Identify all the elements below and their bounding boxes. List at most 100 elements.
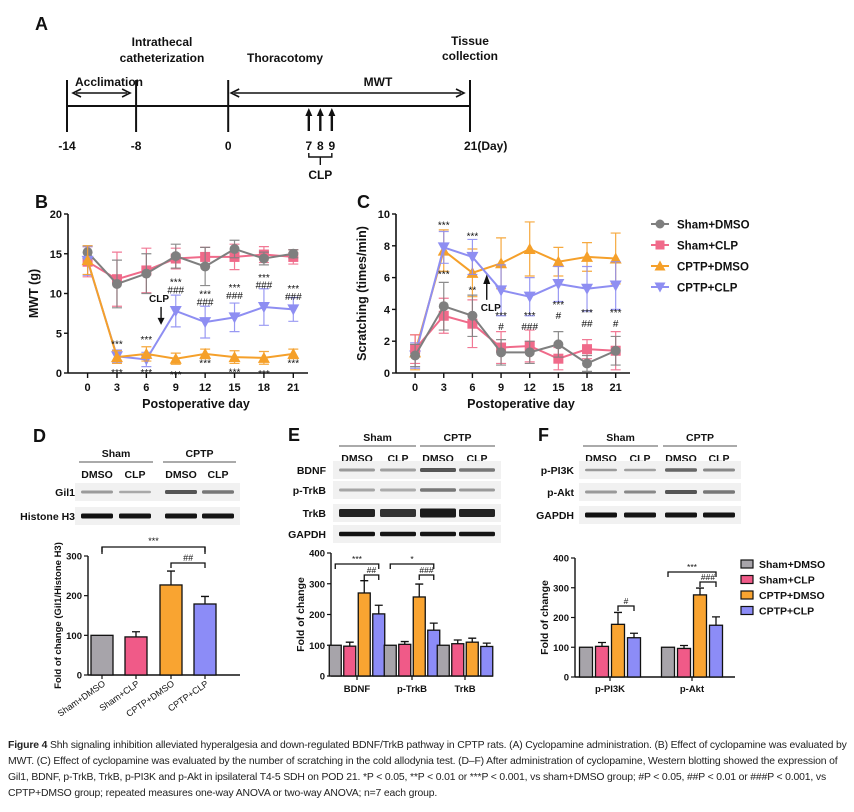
- arrow-right-icon: [455, 88, 466, 98]
- clp-bracket: [308, 153, 333, 165]
- blot-band: [420, 531, 456, 537]
- x-tick-label: 0: [412, 382, 418, 394]
- bar-cptp-dmso: [159, 584, 183, 676]
- data-point-circle: [438, 301, 449, 312]
- bar-cptp-clp: [193, 603, 217, 676]
- bar-p-pi3k-sham-clp: [594, 645, 610, 678]
- blot-band: [165, 490, 197, 494]
- x-axis-title: Postoperative day: [142, 397, 250, 411]
- significance-mark: ***: [610, 308, 622, 319]
- significance-mark: ###: [226, 291, 243, 302]
- series-line: [86, 247, 294, 286]
- arrow-right-icon: [121, 88, 132, 98]
- x-tick-label: 18: [258, 382, 270, 394]
- legend-item: CPTP+CLP: [740, 605, 814, 618]
- x-tick-label: p-PI3K: [595, 684, 625, 695]
- data-point-circle: [496, 347, 507, 358]
- blot-strip: [333, 481, 501, 499]
- data-point-circle: [410, 350, 421, 361]
- blot-band: [339, 509, 375, 517]
- blot-strip: [333, 461, 501, 479]
- significance-mark: #: [498, 322, 504, 333]
- x-tick-label: 21: [610, 382, 622, 394]
- y-tick-label: 300: [553, 583, 569, 594]
- data-point-circle: [288, 248, 299, 259]
- y-tick-label: 200: [309, 610, 325, 621]
- legend-label: Sham+CLP: [759, 575, 815, 587]
- error-bar: [415, 583, 424, 597]
- blot-band: [81, 490, 113, 494]
- blot-band: [420, 488, 456, 492]
- significance-mark: ***: [170, 278, 182, 289]
- error-bar: [630, 632, 638, 638]
- blot-band: [380, 509, 416, 517]
- y-tick-label: 400: [309, 549, 325, 560]
- legend-swatch: [740, 590, 754, 600]
- data-point-triangle-up: [495, 257, 508, 269]
- blot-band: [380, 468, 416, 472]
- blot-band: [420, 468, 456, 472]
- arrow-head-icon: [316, 108, 324, 116]
- panel-label-f: F: [538, 425, 549, 445]
- y-tick-label: 6: [384, 273, 390, 285]
- bar-sham-clp: [124, 636, 148, 676]
- legend-label: CPTP+DMSO: [759, 590, 825, 602]
- data-point-circle: [467, 310, 478, 321]
- significance-mark: ***: [438, 220, 450, 231]
- panel-b-mwt-chart: B 0 5 10 15 20 0 3 6 9 12 15 18 21 Postoperative day MW…: [27, 192, 308, 411]
- significance-bracket: [389, 563, 435, 569]
- x-tick-label: TrkB: [454, 684, 475, 695]
- error-bar: [201, 595, 209, 604]
- data-point-triangle-up: [257, 351, 270, 363]
- error-bar: [712, 616, 720, 626]
- timeline-tick-label: -14: [58, 139, 76, 153]
- bar-trkb-sham-clp: [451, 643, 465, 677]
- legend-label: Sham+DMSO: [677, 220, 750, 232]
- blot-band: [459, 468, 495, 472]
- data-point-circle: [229, 243, 240, 254]
- blot-band: [459, 488, 495, 492]
- series-cptp-dmso: [81, 245, 300, 365]
- error-bar: [614, 611, 622, 625]
- blot-band: [119, 490, 151, 494]
- data-point-triangle-up: [609, 252, 622, 264]
- y-tick-label: 300: [66, 552, 82, 563]
- timeline-tick-label: 9: [328, 139, 335, 153]
- legend-label: CPTP+CLP: [759, 606, 814, 618]
- data-point-triangle-down: [228, 312, 241, 324]
- legend-swatch: [740, 605, 754, 616]
- error-bar: [345, 641, 354, 647]
- series-sham-dmso: [82, 239, 299, 309]
- significance-mark: ###: [701, 572, 715, 582]
- x-tick-label: 6: [143, 382, 149, 394]
- blot-band: [624, 512, 656, 518]
- significance-mark: ***: [524, 311, 536, 322]
- clp-marker-label: CLP: [149, 294, 169, 305]
- significance-bracket: [418, 574, 435, 580]
- significance-mark: ***: [287, 284, 299, 295]
- significance-mark: ***: [170, 370, 182, 381]
- blot-band: [665, 490, 697, 494]
- blot-band: [380, 531, 416, 537]
- bar-p-trkb-sham-dmso: [383, 644, 397, 677]
- data-point-triangle-up: [81, 254, 94, 266]
- significance-mark: ###: [167, 286, 184, 297]
- data-point-circle: [582, 358, 593, 369]
- data-point-triangle-up: [523, 242, 536, 254]
- tissue-collection-label: Tissue: [451, 34, 489, 48]
- blot-band: [703, 512, 735, 518]
- blot-band: [339, 468, 375, 472]
- blot-strip: [333, 525, 501, 543]
- data-point-circle: [524, 347, 535, 358]
- y-axis-title: Fold of change: [539, 580, 551, 655]
- data-point-triangle-down: [523, 291, 536, 303]
- arrow-left-icon: [71, 88, 82, 98]
- data-point-triangle-down: [495, 285, 508, 297]
- data-point-square: [553, 353, 564, 364]
- blot-lane-label: CLP: [208, 469, 229, 481]
- panel-d-gil1: D Sham CPTP DMSO CLP DMSO CLP Gil1 Histone H3 0 10…: [20, 426, 240, 719]
- intrathecal-label: Intrathecal: [132, 35, 193, 49]
- x-tick-label: 15: [228, 382, 240, 394]
- thoracotomy-label: Thoracotomy: [247, 51, 323, 65]
